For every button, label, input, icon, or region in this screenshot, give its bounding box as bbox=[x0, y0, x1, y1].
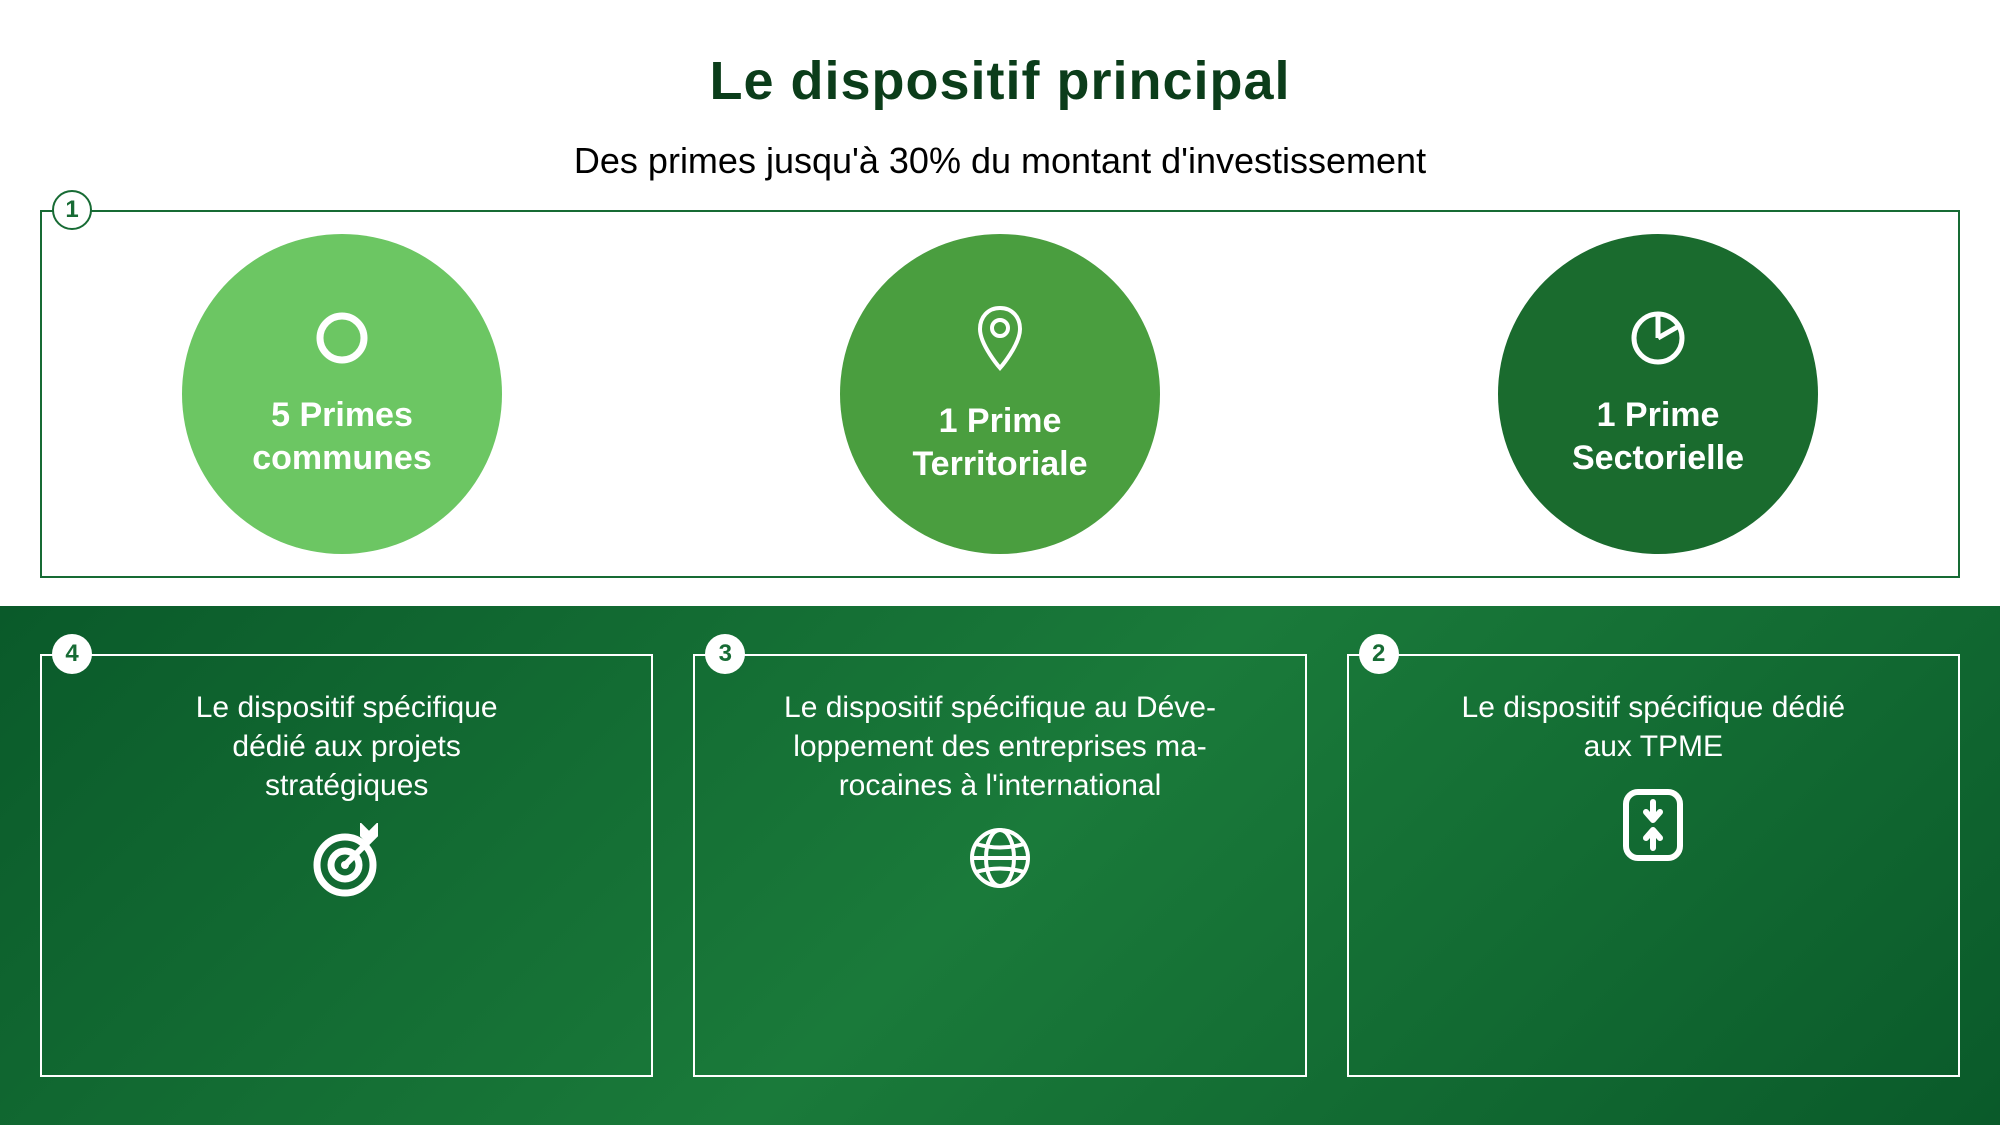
badge-number: 2 bbox=[1372, 640, 1385, 668]
bottom-panel: 4 Le dispositif spécifique dédié aux pro… bbox=[0, 606, 2000, 1125]
card-badge-2: 2 bbox=[1359, 634, 1399, 674]
card-text: Le dispositif spécifique dédié aux proje… bbox=[196, 688, 498, 805]
pie-slice-icon bbox=[1629, 309, 1687, 372]
header: Le dispositif principal Des primes jusqu… bbox=[0, 0, 2000, 182]
card-badge-4: 4 bbox=[52, 634, 92, 674]
page-title: Le dispositif principal bbox=[0, 50, 2000, 112]
location-pin-icon bbox=[975, 303, 1025, 378]
badge-number: 1 bbox=[65, 196, 78, 224]
circle-outline-icon bbox=[313, 309, 371, 372]
top-section-wrap: 1 5 Primes communes 1 Prime Territoriale bbox=[40, 210, 1960, 578]
prime-circle-communes: 5 Primes communes bbox=[182, 234, 502, 554]
badge-number: 3 bbox=[719, 640, 732, 668]
prime-circle-sectorielle: 1 Prime Sectorielle bbox=[1498, 234, 1818, 554]
card-text: Le dispositif spécifique au Déve- loppem… bbox=[784, 688, 1216, 805]
card-wrap-3: 3 Le dispositif spécifique au Déve- lopp… bbox=[693, 654, 1306, 1077]
arrows-box-icon bbox=[1618, 784, 1688, 871]
globe-icon bbox=[965, 823, 1035, 898]
card-tpme: Le dispositif spécifique dédié aux TPME bbox=[1347, 654, 1960, 1077]
card-text: Le dispositif spécifique dédié aux TPME bbox=[1462, 688, 1846, 766]
circle-label: 1 Prime Territoriale bbox=[912, 400, 1087, 485]
page-subtitle: Des primes jusqu'à 30% du montant d'inve… bbox=[0, 140, 2000, 182]
prime-circle-territoriale: 1 Prime Territoriale bbox=[840, 234, 1160, 554]
circle-label: 1 Prime Sectorielle bbox=[1572, 394, 1744, 479]
card-strategic-projects: Le dispositif spécifique dédié aux proje… bbox=[40, 654, 653, 1077]
target-icon bbox=[307, 823, 387, 908]
card-wrap-2: 2 Le dispositif spécifique dédié aux TPM… bbox=[1347, 654, 1960, 1077]
infographic-page: Le dispositif principal Des primes jusqu… bbox=[0, 0, 2000, 1125]
circle-label: 5 Primes communes bbox=[252, 394, 432, 479]
section-badge-1: 1 bbox=[52, 190, 92, 230]
card-wrap-4: 4 Le dispositif spécifique dédié aux pro… bbox=[40, 654, 653, 1077]
badge-number: 4 bbox=[65, 640, 78, 668]
top-section-box: 5 Primes communes 1 Prime Territoriale 1… bbox=[40, 210, 1960, 578]
card-international: Le dispositif spécifique au Déve- loppem… bbox=[693, 654, 1306, 1077]
